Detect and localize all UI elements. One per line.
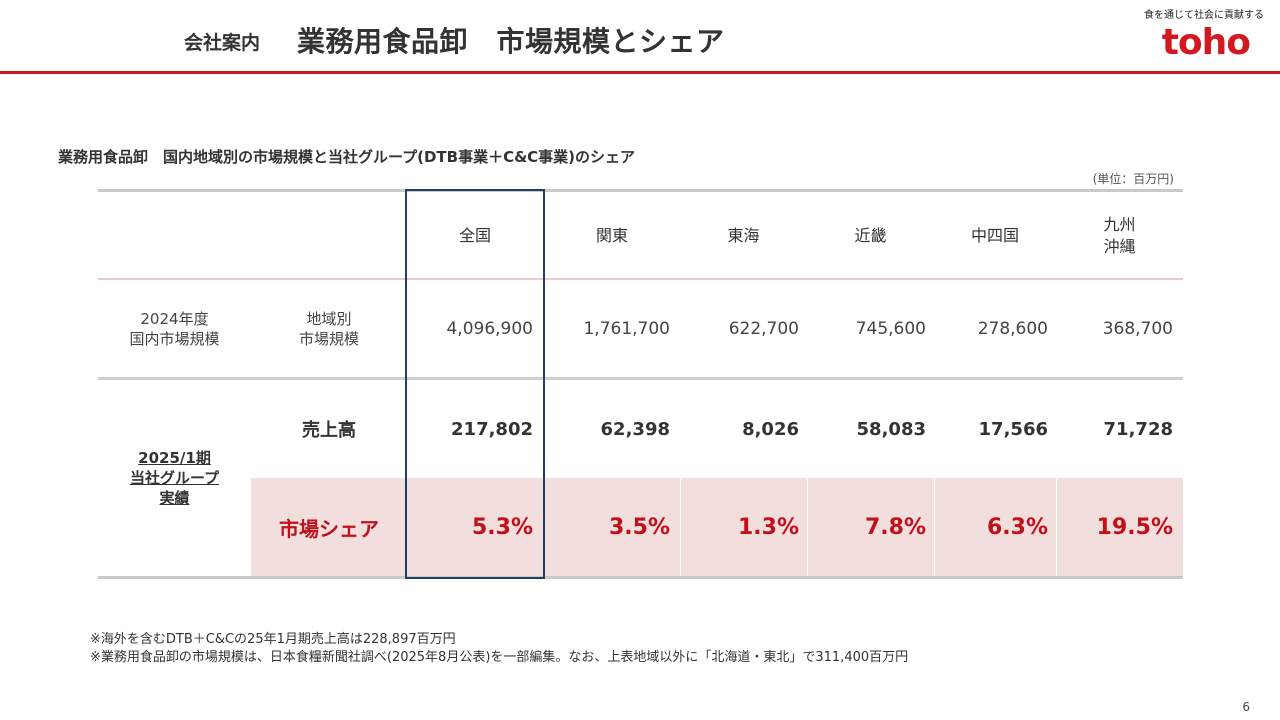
sales-value: 17,566 [978,418,1048,440]
page-number: 6 [1242,700,1250,714]
footnote: ※業務用食品卸の市場規模は、日本食糧新聞社調べ(2025年8月公表)を一部編集。… [90,650,909,665]
section-title: 業務用食品卸 国内地域別の市場規模と当社グループ(DTB事業＋C&C事業)のシェ… [58,148,636,166]
table-bottom-rule [98,576,1183,579]
share-row-label: 市場シェア [279,516,379,541]
market-value: 745,600 [855,318,926,339]
sales-value: 71,728 [1103,418,1173,440]
market-value: 622,700 [728,318,799,339]
market-group-label: 2024年度 国内市場規模 [129,309,220,348]
sales-row-label: 売上高 [302,420,356,441]
market-value: 4,096,900 [446,318,533,339]
footnotes: ※海外を含むDTB＋C&Cの25年1月期売上高は228,897百万円 ※業務用食… [90,631,908,667]
column-header: 九州 沖縄 [1103,214,1136,256]
share-col-sep [680,478,681,577]
column-header: 関東 [595,225,628,245]
column-header: 中四国 [970,225,1019,245]
share-col-sep [807,478,808,577]
header-bottom-rule [98,278,1183,280]
header-divider [0,71,1280,74]
company-group-label: 2025/1期 当社グループ 実績 [129,449,220,507]
share-value: 6.3% [986,514,1048,540]
market-value: 1,761,700 [583,318,670,339]
column-header: 全国 [458,225,491,245]
company-tagline: 食を通じて社会に貢献する [1144,10,1264,21]
column-header: 近畿 [854,225,887,245]
market-row-label: 地域別 市場規模 [298,309,359,348]
share-value: 1.3% [737,514,799,540]
toho-logo: toho [1161,22,1251,63]
market-value: 278,600 [977,318,1048,339]
share-col-sep [1056,478,1057,577]
share-col-sep [934,478,935,577]
share-value: 5.3% [471,514,533,540]
share-value: 3.5% [608,514,670,540]
unit-label: (単位：百万円) [1092,172,1174,186]
market-row-rule [98,377,1183,380]
page-title: 業務用食品卸 市場規模とシェア [297,25,725,58]
sales-value: 58,083 [856,418,926,440]
table-top-rule [98,189,1183,192]
share-value: 19.5% [1096,514,1173,540]
national-column-highlight [405,189,545,579]
market-share-table: 全国 関東 東海 近畿 中四国 九州 沖縄 2024年度 国内市場規模 地域別 … [98,189,1183,579]
share-value: 7.8% [864,514,926,540]
market-value: 368,700 [1102,318,1173,339]
slide-header: 会社案内 業務用食品卸 市場規模とシェア 食を通じて社会に貢献する toho [0,0,1280,74]
sales-value: 62,398 [600,418,670,440]
column-header: 東海 [727,225,760,245]
title-prefix: 会社案内 [184,32,261,54]
sales-value: 217,802 [451,418,533,440]
footnote: ※海外を含むDTB＋C&Cの25年1月期売上高は228,897百万円 [90,632,456,647]
sales-value: 8,026 [742,418,799,440]
